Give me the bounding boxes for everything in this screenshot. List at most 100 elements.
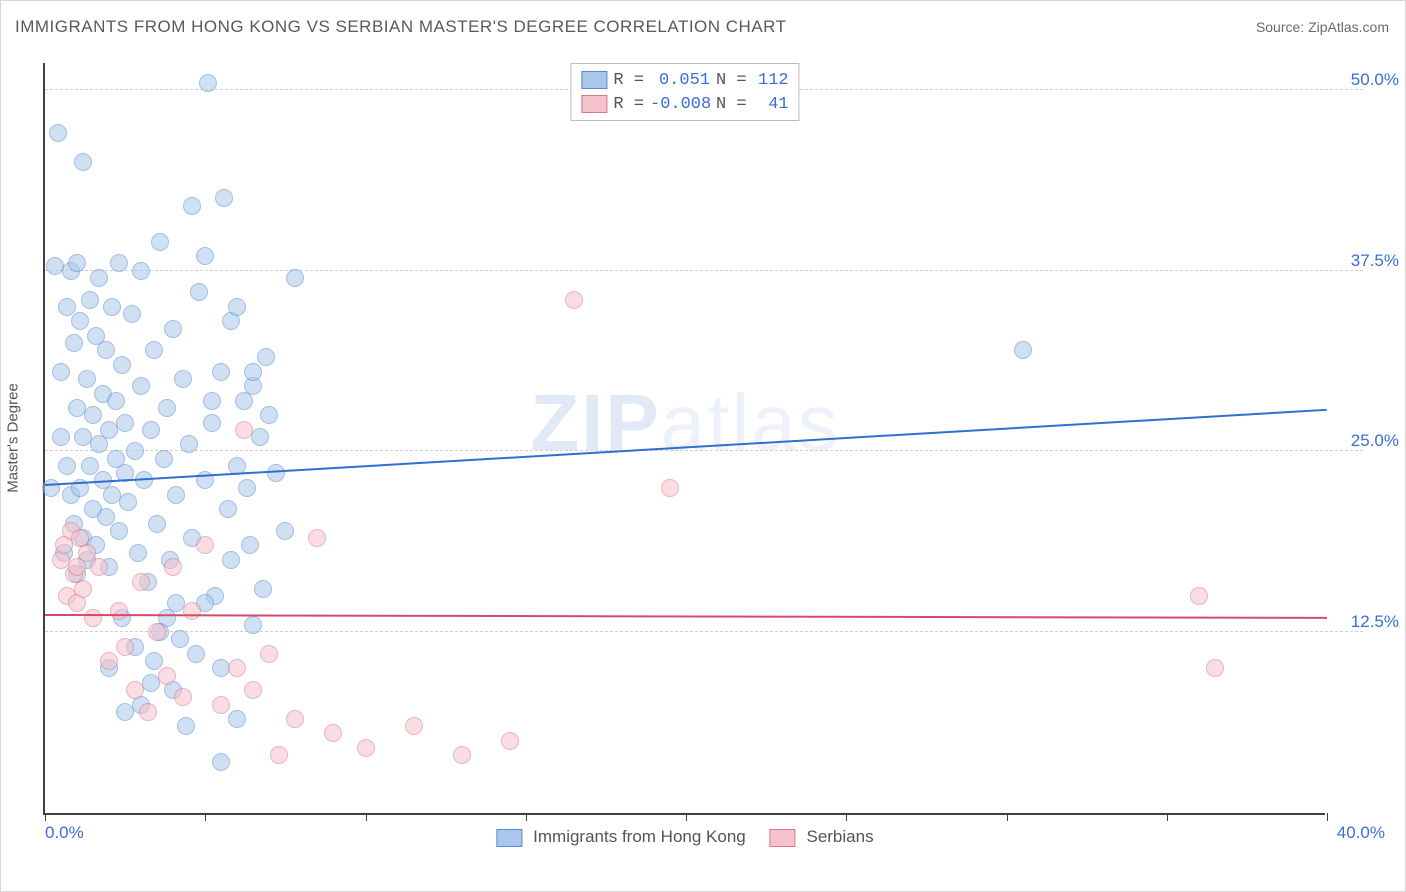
scatter-point-hk bbox=[228, 298, 246, 316]
scatter-point-sr bbox=[260, 645, 278, 663]
x-tick-mark bbox=[1007, 813, 1008, 821]
x-tick-mark bbox=[45, 813, 46, 821]
scatter-point-hk bbox=[158, 399, 176, 417]
scatter-point-sr bbox=[565, 291, 583, 309]
scatter-point-hk bbox=[42, 479, 60, 497]
y-axis-label: Master's Degree bbox=[5, 383, 22, 493]
source-label: Source: bbox=[1256, 19, 1304, 35]
y-tick-label: 25.0% bbox=[1339, 431, 1399, 451]
scatter-point-hk bbox=[71, 312, 89, 330]
n-label: N = bbox=[716, 71, 747, 90]
scatter-point-hk bbox=[167, 486, 185, 504]
x-tick-mark bbox=[846, 813, 847, 821]
scatter-point-hk bbox=[110, 522, 128, 540]
scatter-point-hk bbox=[171, 630, 189, 648]
scatter-point-hk bbox=[119, 493, 137, 511]
scatter-point-hk bbox=[203, 392, 221, 410]
scatter-point-hk bbox=[187, 645, 205, 663]
y-tick-label: 37.5% bbox=[1339, 251, 1399, 271]
scatter-point-sr bbox=[212, 696, 230, 714]
scatter-point-sr bbox=[174, 688, 192, 706]
scatter-point-hk bbox=[164, 320, 182, 338]
scatter-point-hk bbox=[110, 254, 128, 272]
scatter-point-hk bbox=[68, 254, 86, 272]
scatter-point-hk bbox=[244, 363, 262, 381]
scatter-point-sr bbox=[235, 421, 253, 439]
scatter-point-sr bbox=[78, 544, 96, 562]
scatter-point-hk bbox=[215, 189, 233, 207]
source-link[interactable]: ZipAtlas.com bbox=[1308, 19, 1389, 35]
scatter-point-hk bbox=[267, 464, 285, 482]
scatter-point-hk bbox=[196, 247, 214, 265]
x-tick-max: 40.0% bbox=[1337, 823, 1385, 843]
watermark-tail: atlas bbox=[661, 378, 840, 467]
scatter-point-sr bbox=[183, 602, 201, 620]
x-tick-mark bbox=[366, 813, 367, 821]
scatter-point-sr bbox=[1190, 587, 1208, 605]
scatter-point-hk bbox=[1014, 341, 1032, 359]
scatter-point-sr bbox=[148, 623, 166, 641]
gridline bbox=[45, 631, 1363, 632]
scatter-point-hk bbox=[74, 153, 92, 171]
scatter-point-hk bbox=[199, 74, 217, 92]
y-tick-label: 50.0% bbox=[1339, 70, 1399, 90]
r-value-hk: 0.051 bbox=[650, 71, 710, 90]
scatter-point-hk bbox=[132, 262, 150, 280]
scatter-point-sr bbox=[84, 609, 102, 627]
scatter-point-hk bbox=[81, 457, 99, 475]
legend-item-sr: Serbians bbox=[770, 827, 874, 847]
scatter-point-sr bbox=[90, 558, 108, 576]
scatter-point-sr bbox=[405, 717, 423, 735]
r-label: R = bbox=[613, 71, 644, 90]
scatter-point-hk bbox=[49, 124, 67, 142]
scatter-point-sr bbox=[270, 746, 288, 764]
scatter-point-hk bbox=[126, 442, 144, 460]
swatch-hk bbox=[496, 829, 522, 847]
scatter-point-sr bbox=[501, 732, 519, 750]
scatter-point-sr bbox=[132, 573, 150, 591]
x-tick-mark bbox=[526, 813, 527, 821]
scatter-point-hk bbox=[183, 197, 201, 215]
scatter-point-hk bbox=[90, 269, 108, 287]
scatter-point-hk bbox=[244, 616, 262, 634]
scatter-point-sr bbox=[158, 667, 176, 685]
scatter-point-hk bbox=[151, 233, 169, 251]
scatter-point-sr bbox=[286, 710, 304, 728]
scatter-point-hk bbox=[148, 515, 166, 533]
scatter-point-sr bbox=[100, 652, 118, 670]
swatch-sr bbox=[770, 829, 796, 847]
scatter-point-hk bbox=[238, 479, 256, 497]
scatter-point-sr bbox=[453, 746, 471, 764]
legend-label-hk: Immigrants from Hong Kong bbox=[533, 827, 746, 846]
scatter-point-hk bbox=[241, 536, 259, 554]
scatter-point-hk bbox=[58, 457, 76, 475]
scatter-point-hk bbox=[52, 363, 70, 381]
scatter-point-hk bbox=[251, 428, 269, 446]
scatter-point-hk bbox=[97, 508, 115, 526]
scatter-point-hk bbox=[228, 710, 246, 728]
scatter-point-hk bbox=[174, 370, 192, 388]
scatter-point-sr bbox=[116, 638, 134, 656]
scatter-point-hk bbox=[190, 283, 208, 301]
r-value-sr: -0.008 bbox=[650, 95, 710, 114]
scatter-point-sr bbox=[139, 703, 157, 721]
correlation-legend: R = 0.051 N = 112 R = -0.008 N = 41 bbox=[570, 63, 799, 121]
chart-title: IMMIGRANTS FROM HONG KONG VS SERBIAN MAS… bbox=[15, 17, 787, 37]
n-label: N = bbox=[716, 95, 747, 114]
scatter-point-sr bbox=[308, 529, 326, 547]
scatter-point-hk bbox=[78, 370, 96, 388]
scatter-point-hk bbox=[276, 522, 294, 540]
scatter-point-hk bbox=[107, 392, 125, 410]
n-value-hk: 112 bbox=[753, 71, 789, 90]
regression-line-sr bbox=[45, 614, 1327, 619]
scatter-point-sr bbox=[357, 739, 375, 757]
scatter-point-hk bbox=[65, 334, 83, 352]
regression-line-hk bbox=[45, 409, 1327, 486]
scatter-point-sr bbox=[196, 536, 214, 554]
scatter-point-sr bbox=[126, 681, 144, 699]
swatch-sr bbox=[581, 95, 607, 113]
scatter-point-hk bbox=[257, 348, 275, 366]
gridline bbox=[45, 270, 1363, 271]
scatter-point-sr bbox=[164, 558, 182, 576]
y-tick-label: 12.5% bbox=[1339, 612, 1399, 632]
